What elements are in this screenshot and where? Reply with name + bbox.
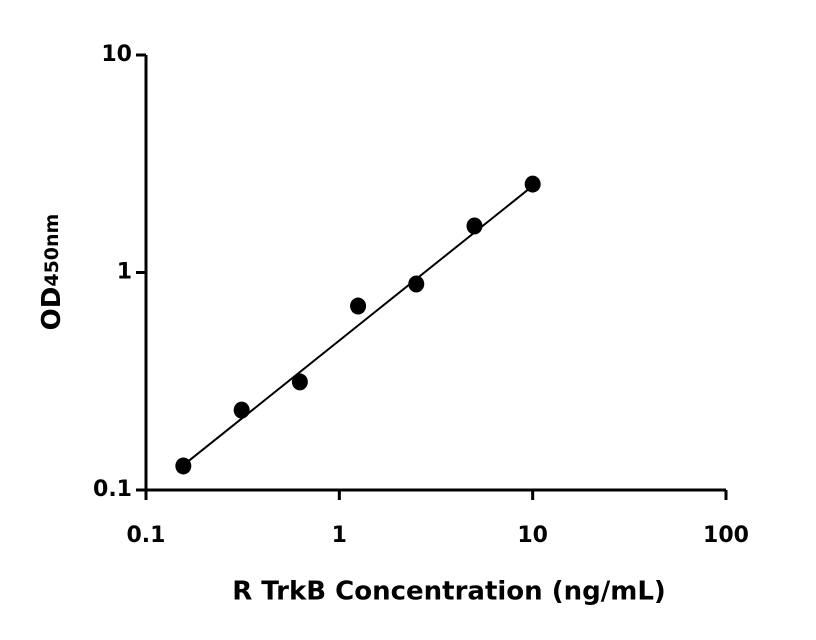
x-tick-label: 10 bbox=[517, 523, 548, 548]
y-title-sub: 450nm bbox=[41, 214, 63, 287]
x-tick-label: 0.1 bbox=[127, 523, 166, 548]
data-point bbox=[233, 401, 250, 419]
data-point bbox=[466, 217, 483, 235]
data-point bbox=[524, 175, 541, 193]
y-tick-label: 1 bbox=[117, 260, 132, 285]
y-tick-label: 0.1 bbox=[93, 477, 132, 502]
data-point bbox=[291, 373, 308, 391]
x-tick-label: 1 bbox=[332, 523, 347, 548]
data-point bbox=[350, 297, 367, 315]
x-axis-title: R TrkB Concentration (ng/mL) bbox=[232, 577, 666, 607]
plot-area: 0.1 1 10 0.1 1 10 100 bbox=[93, 42, 749, 548]
y-axis-title: OD450nm bbox=[37, 214, 67, 331]
data-point bbox=[175, 457, 192, 475]
y-title-main: OD bbox=[37, 287, 67, 331]
x-tick-label: 100 bbox=[703, 523, 749, 548]
data-point bbox=[408, 275, 425, 293]
y-tick-label: 10 bbox=[101, 42, 132, 67]
